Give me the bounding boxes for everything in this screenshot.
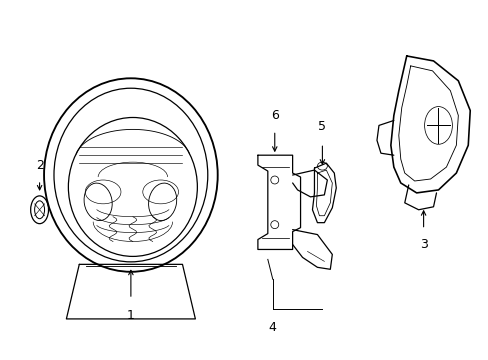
Text: 5: 5 [318, 120, 325, 133]
Text: 2: 2 [36, 159, 43, 172]
Text: 3: 3 [419, 238, 427, 251]
Text: 4: 4 [268, 321, 276, 334]
Text: 1: 1 [127, 309, 135, 322]
Text: 6: 6 [270, 109, 278, 122]
